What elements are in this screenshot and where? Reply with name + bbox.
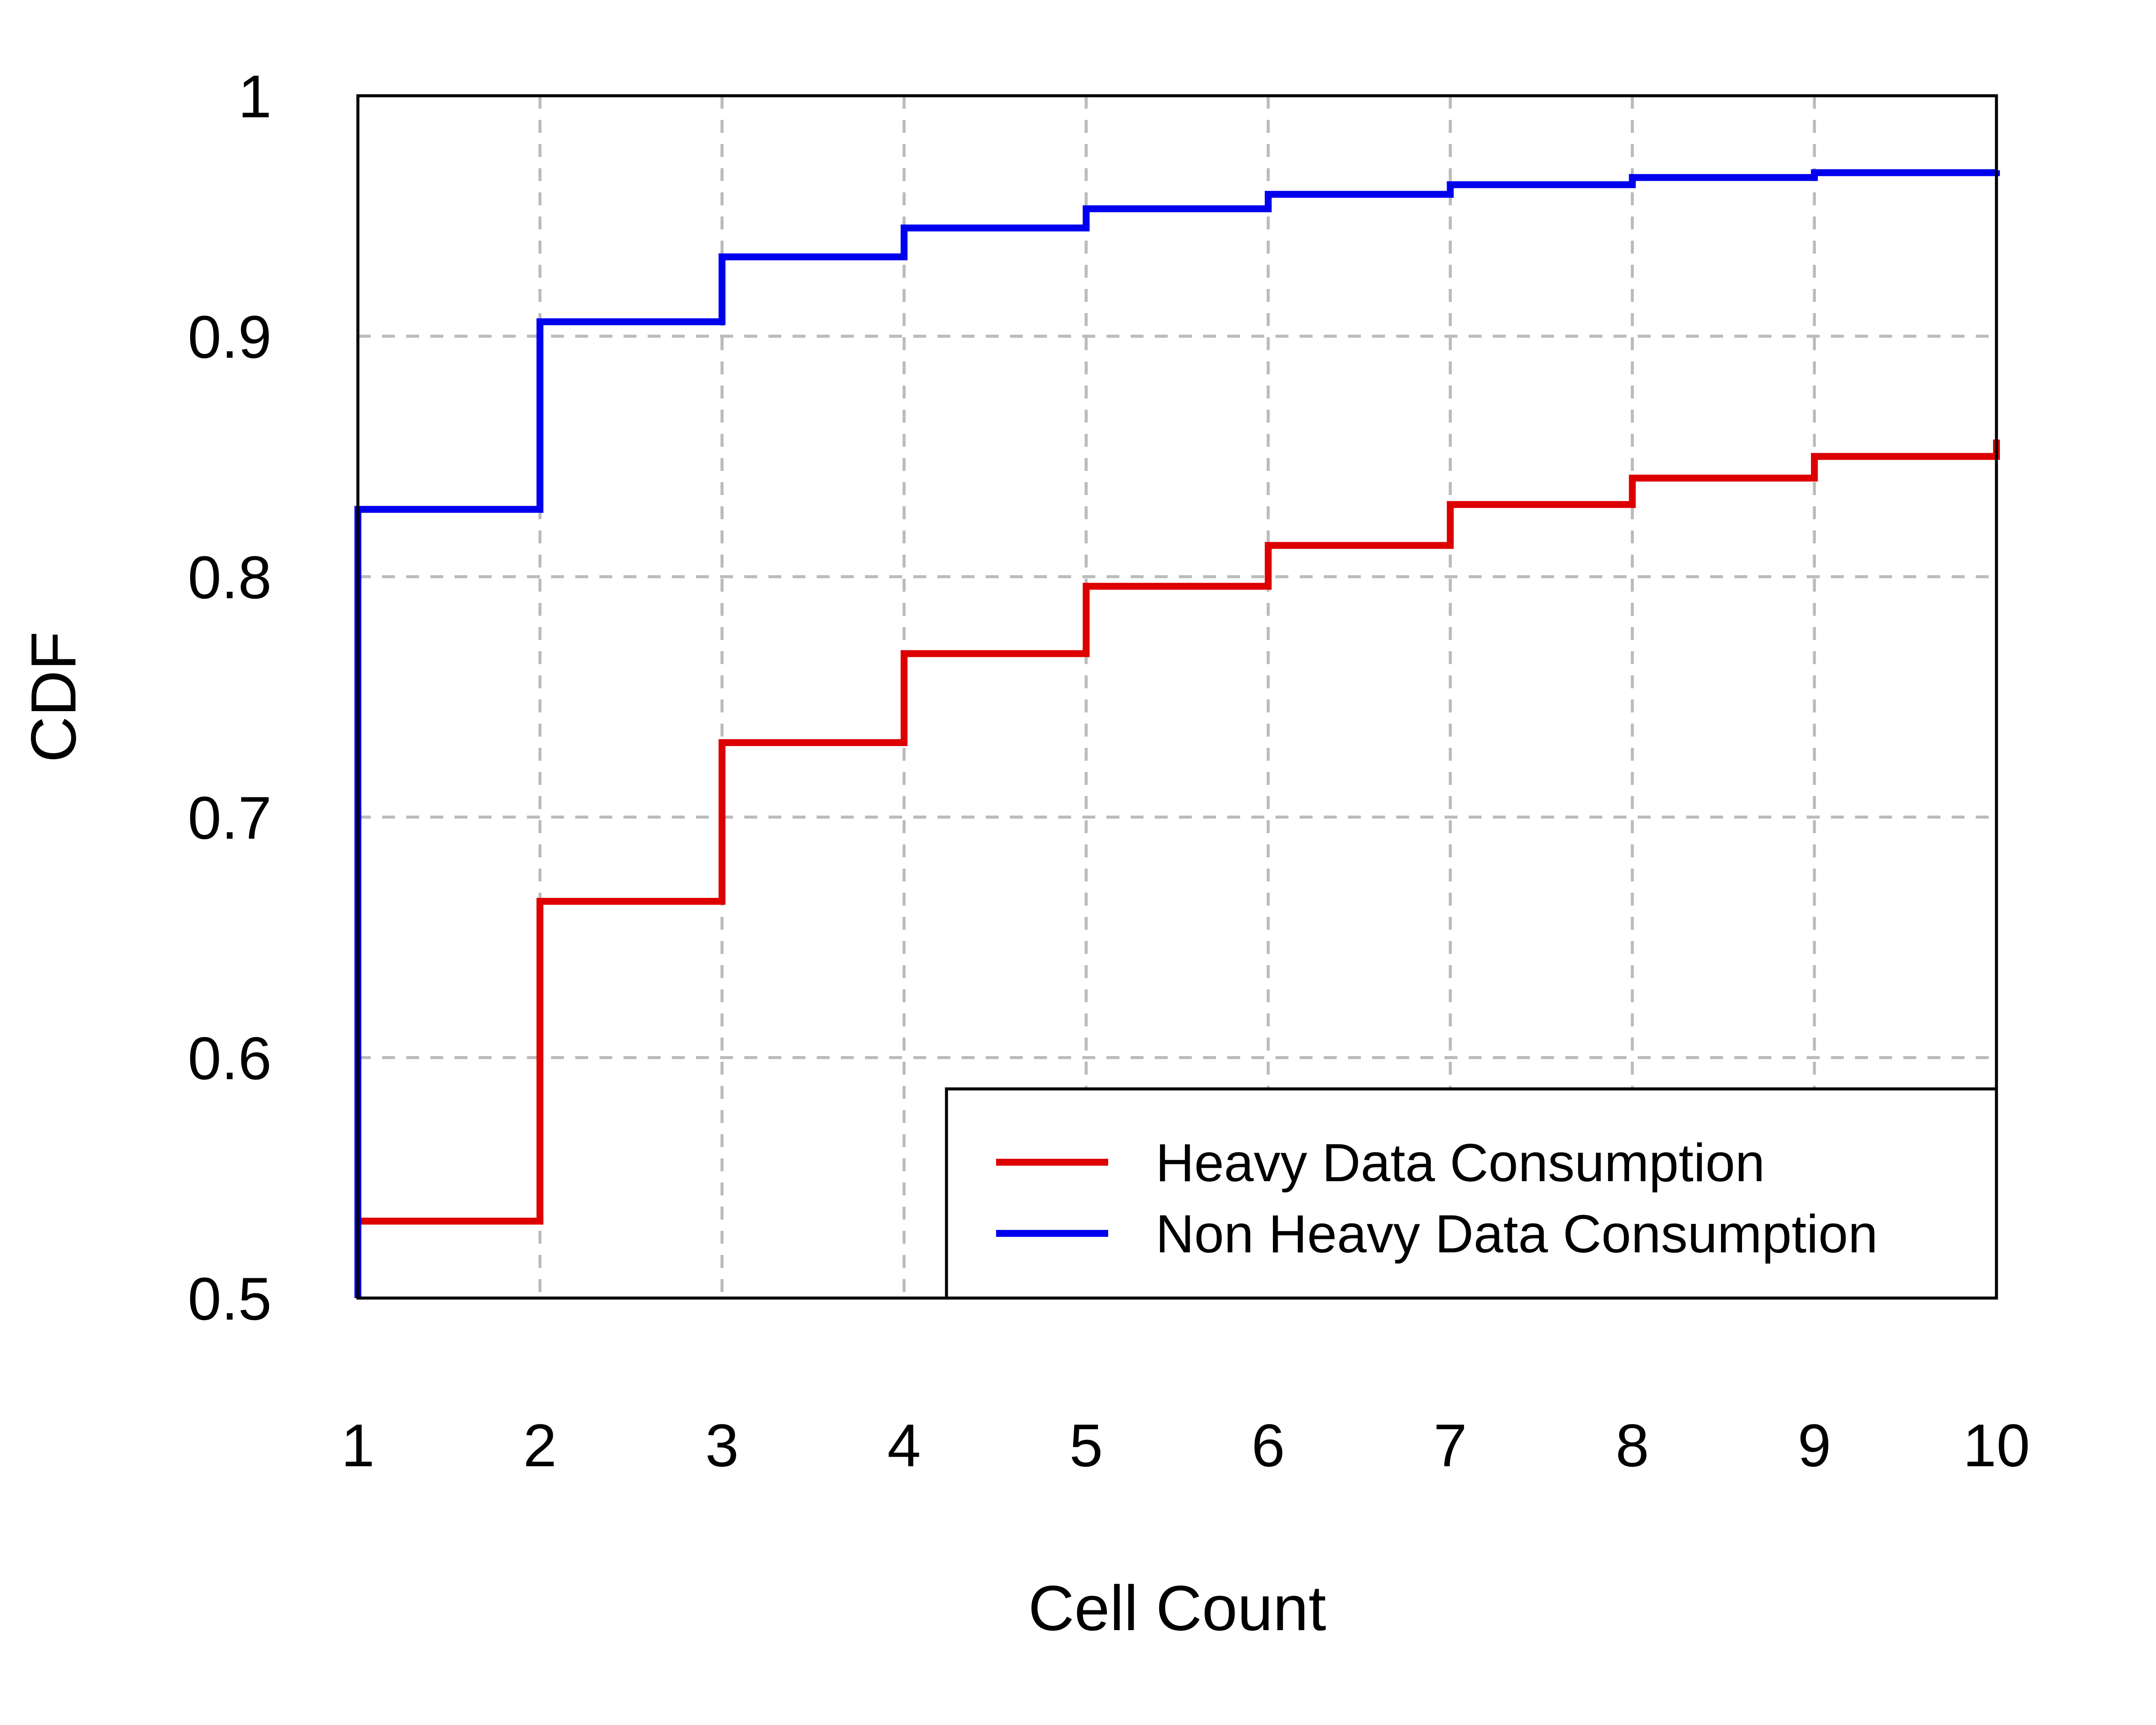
y-tick-label: 0.8	[188, 543, 272, 611]
x-tick-label: 1	[341, 1411, 375, 1479]
x-tick-label: 3	[705, 1411, 739, 1479]
series-line-heavy	[354, 439, 2000, 1298]
x-tick-label: 8	[1616, 1411, 1649, 1479]
x-tick-label: 6	[1251, 1411, 1285, 1479]
series-layer	[354, 169, 2000, 1298]
legend-label-heavy: Heavy Data Consumption	[1156, 1133, 1765, 1193]
x-tick-label: 7	[1433, 1411, 1467, 1479]
legend-box	[945, 1087, 1998, 1300]
y-axis-label: CDF	[18, 631, 89, 762]
y-tick-label: 0.7	[188, 784, 272, 852]
series-line-non-heavy	[354, 169, 2000, 1298]
x-tick-label: 4	[887, 1411, 921, 1479]
x-tick-label: 10	[1963, 1411, 2030, 1479]
x-axis-label: Cell Count	[1028, 1573, 1326, 1644]
legend-label-non-heavy: Non Heavy Data Consumption	[1156, 1204, 1878, 1264]
x-tick-label: 5	[1069, 1411, 1103, 1479]
y-axis-ticks: 0.5 0.6 0.7 0.8 0.9 1	[188, 63, 272, 1333]
y-tick-label: 0.6	[188, 1024, 272, 1092]
y-tick-label: 1	[238, 63, 272, 130]
x-tick-label: 9	[1798, 1411, 1831, 1479]
x-tick-label: 2	[523, 1411, 557, 1479]
y-tick-label: 0.5	[188, 1265, 272, 1333]
legend: Heavy Data Consumption Non Heavy Data Co…	[945, 1087, 1998, 1300]
y-tick-label: 0.9	[188, 303, 272, 371]
x-axis-ticks: 1 2 3 4 5 6 7 8 9 10	[341, 1411, 2030, 1479]
